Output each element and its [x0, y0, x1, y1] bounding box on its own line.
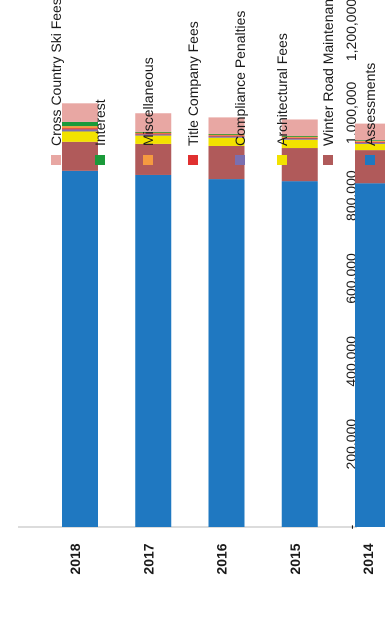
bar-segment-winter-road-maintenance-2018	[62, 141, 98, 171]
legend-swatch	[365, 155, 375, 165]
bar-segment-compliance-penalties-2016	[208, 136, 245, 138]
bars-layer	[62, 103, 385, 528]
bar-segment-assessments-2015	[281, 181, 318, 527]
bar-segment-cross-country-ski-fees-2016	[208, 117, 245, 134]
bar-segment-miscellaneous-2018	[62, 126, 98, 129]
bar-segment-title-company-fees-2016	[208, 135, 245, 137]
bar-segment-architectural-fees-2017	[135, 135, 172, 144]
bar-segment-compliance-penalties-2018	[62, 129, 98, 132]
bar-segment-architectural-fees-2014	[355, 143, 385, 151]
legend-swatch	[143, 155, 153, 165]
legend-label: Winter Road Maintenance	[320, 0, 336, 146]
bar-segment-title-company-fees-2018	[62, 128, 98, 130]
legend-label: Assessments	[362, 63, 378, 146]
bar-segment-architectural-fees-2015	[281, 139, 318, 149]
legend-swatch	[51, 155, 61, 165]
bar-segment-cross-country-ski-fees-2015	[281, 119, 318, 137]
legend-swatch	[235, 155, 245, 165]
bar-segment-interest-2014	[355, 140, 385, 141]
bar-segment-winter-road-maintenance-2015	[281, 148, 318, 182]
legend-layer: Cross Country Ski Fees Interest Miscellane…	[48, 0, 378, 165]
bar-segment-compliance-penalties-2017	[135, 134, 172, 136]
bar-segment-cross-country-ski-fees-2014	[355, 123, 385, 141]
bar-segment-cross-country-ski-fees-2018	[62, 103, 98, 122]
legend-label: Interest	[92, 99, 108, 146]
bar-segment-compliance-penalties-2015	[281, 138, 318, 140]
value-tick-label: -	[343, 524, 359, 529]
legend-label: Miscellaneous	[140, 57, 156, 146]
legend-swatch	[277, 155, 287, 165]
bar-segment-title-company-fees-2015	[281, 137, 318, 139]
bar-segment-architectural-fees-2016	[208, 137, 245, 146]
bar-segment-interest-2015	[281, 136, 318, 137]
bar-segment-interest-2017	[135, 131, 172, 133]
bar-segment-assessments-2016	[208, 179, 245, 527]
bar-segment-title-company-fees-2017	[135, 133, 172, 135]
legend-swatch	[95, 155, 105, 165]
legend-label: Title Company Fees	[185, 21, 201, 146]
legend-label: Compliance Penalties	[232, 11, 248, 146]
bar-segment-assessments-2018	[62, 170, 98, 528]
legend-swatch	[323, 155, 333, 165]
bar-segment-interest-2018	[62, 121, 98, 127]
legend-swatch	[188, 155, 198, 165]
bar-segment-miscellaneous-2017	[135, 132, 172, 134]
bar-segment-winter-road-maintenance-2017	[135, 143, 172, 175]
bar-segment-cross-country-ski-fees-2017	[135, 113, 172, 132]
value-tick-label: 1,200,000	[343, 0, 359, 61]
legend-label: Architectural Fees	[274, 33, 290, 146]
bar-segment-miscellaneous-2015	[281, 136, 318, 138]
bar-segment-miscellaneous-2016	[208, 134, 245, 136]
category-label: 2015	[287, 543, 303, 574]
bar-segment-architectural-fees-2018	[62, 131, 98, 142]
legend-label: Cross Country Ski Fees	[48, 0, 64, 146]
bar-segment-interest-2016	[208, 133, 245, 135]
bar-segment-title-company-fees-2014	[355, 141, 385, 143]
bar-segment-compliance-penalties-2014	[355, 142, 385, 144]
bar-segment-miscellaneous-2014	[355, 140, 385, 142]
category-label: 2018	[67, 543, 83, 574]
category-label: 2016	[214, 543, 230, 574]
category-label: 2017	[140, 543, 156, 574]
bar-segment-assessments-2017	[135, 174, 172, 528]
category-label: 2014	[360, 543, 376, 574]
bar-segment-assessments-2014	[355, 183, 385, 527]
